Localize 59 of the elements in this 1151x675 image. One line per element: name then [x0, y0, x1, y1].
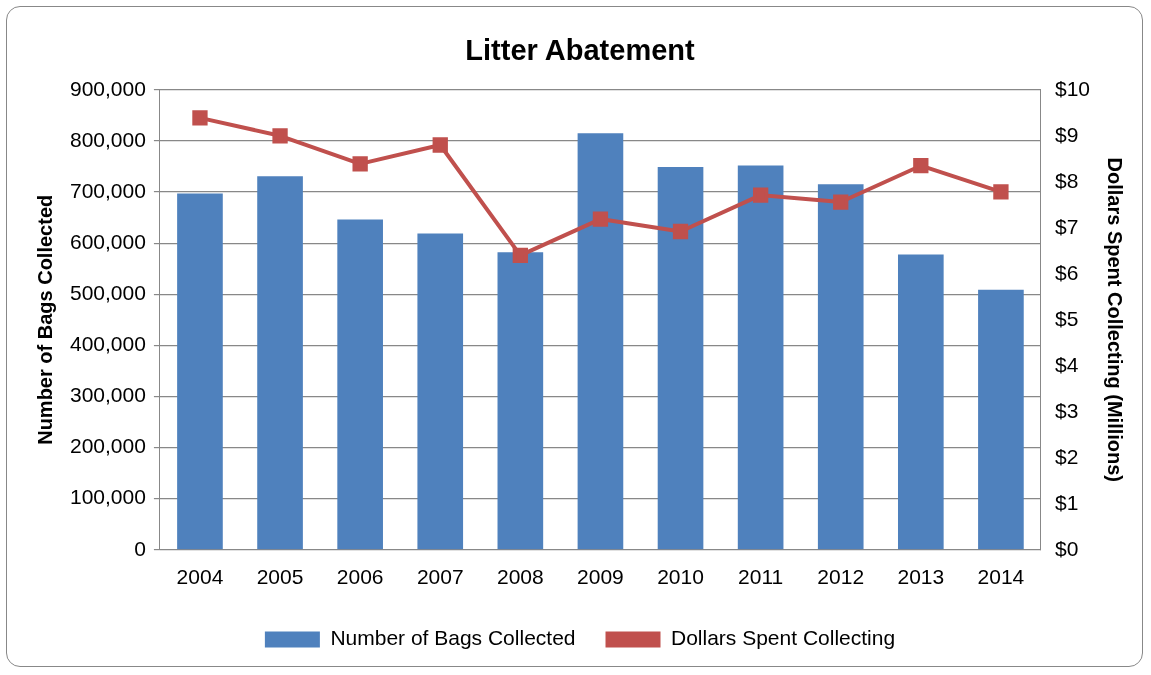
bar — [897, 254, 944, 550]
x-tick-label: 2011 — [738, 565, 784, 589]
y2-tick-label: $6 — [1054, 260, 1079, 284]
bar — [978, 289, 1024, 550]
bar — [177, 193, 223, 550]
bar — [737, 165, 784, 550]
y-tick-label: 300,000 — [69, 383, 146, 407]
y2-tick-label: $4 — [1054, 352, 1079, 376]
x-tick-label: 2008 — [496, 565, 544, 589]
point — [913, 158, 929, 174]
y-tick-label: 700,000 — [69, 178, 146, 202]
x-tick-label: 2004 — [176, 565, 224, 589]
y2-tick-label: $3 — [1054, 398, 1079, 422]
y2-tick-label: $9 — [1054, 122, 1079, 146]
x-tick-label: 2009 — [577, 565, 624, 589]
y-axis-title: Number of Bags Collected — [33, 194, 56, 445]
y2-tick-label: $0 — [1054, 536, 1079, 560]
x-tick-label: 2013 — [897, 565, 945, 589]
y-tick-label: 400,000 — [69, 332, 146, 356]
bar — [657, 166, 704, 550]
point — [592, 211, 609, 227]
x-tick-label: 2010 — [657, 565, 704, 589]
point — [272, 128, 288, 144]
x-tick-label: 2007 — [416, 565, 464, 589]
point — [833, 194, 849, 210]
bar — [817, 184, 864, 550]
bar — [257, 176, 303, 550]
y2-tick-label: $1 — [1054, 490, 1079, 514]
y-tick-label: 100,000 — [69, 485, 146, 509]
y2-axis-title: Dollars Spent Collecting (Millions) — [1104, 157, 1127, 483]
y-tick-label: 600,000 — [69, 229, 146, 253]
point — [432, 137, 448, 153]
x-tick-label: 2012 — [817, 565, 865, 589]
y2-tick-label: $10 — [1054, 76, 1091, 100]
y2-tick-label: $5 — [1054, 306, 1079, 330]
y-tick-label: 800,000 — [69, 127, 146, 151]
y-tick-label: 500,000 — [69, 281, 146, 305]
y-tick-label: 200,000 — [69, 434, 146, 458]
bar — [337, 219, 383, 550]
legend-label: Dollars Spent Collecting — [671, 626, 896, 650]
y-tick-label: 900,000 — [69, 76, 146, 100]
chart-title: Litter Abatement — [465, 34, 696, 67]
point — [192, 110, 208, 126]
legend-label: Number of Bags Collected — [330, 626, 576, 650]
x-tick-label: 2005 — [256, 565, 304, 589]
y2-tick-label: $7 — [1054, 214, 1079, 238]
y2-tick-label: $2 — [1054, 444, 1079, 468]
bar — [497, 252, 544, 550]
point — [752, 187, 769, 203]
y-tick-label: 0 — [134, 536, 146, 560]
y2-tick-label: $8 — [1054, 168, 1079, 192]
x-tick-label: 2006 — [336, 565, 384, 589]
bar — [417, 233, 464, 550]
point — [512, 247, 528, 264]
point — [352, 156, 368, 172]
point — [672, 223, 689, 240]
bar — [577, 133, 624, 550]
point — [993, 184, 1009, 200]
x-tick-label: 2014 — [977, 565, 1025, 589]
